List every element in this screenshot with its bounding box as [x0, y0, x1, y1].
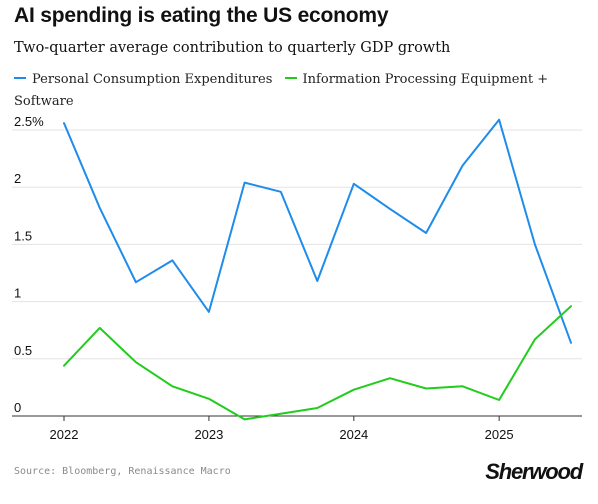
x-tick-label: 2025: [485, 427, 514, 442]
y-tick-label: 1.5: [14, 228, 32, 243]
series-line-pce: [63, 118, 572, 344]
x-tick-label: 2023: [194, 427, 223, 442]
y-axis-ticks: 0 0.5 1 1.5 2 2.5%: [14, 114, 44, 415]
y-tick-label: 2.5%: [14, 114, 44, 129]
y-tick-label: 2: [14, 171, 21, 186]
x-tick-label: 2024: [339, 427, 368, 442]
chart-subtitle: Two-quarter average contribution to quar…: [14, 40, 451, 56]
y-tick-label: 1: [14, 286, 21, 301]
legend-swatch-pce: [14, 76, 26, 79]
y-tick-label: 0: [14, 400, 21, 415]
legend: Personal Consumption Expenditures Inform…: [14, 69, 584, 113]
x-axis-ticks: 2022 2023 2024 2025: [50, 416, 514, 442]
gridlines: [12, 129, 582, 417]
chart-title: AI spending is eating the US economy: [14, 4, 389, 27]
series-line-ipe: [63, 305, 572, 421]
brand-logo: Sherwood: [485, 459, 583, 484]
legend-swatch-ipe: [284, 76, 297, 79]
legend-label-ipe: Information Processing Equipment + Softw…: [14, 72, 549, 109]
legend-label-pce: Personal Consumption Expenditures: [32, 72, 273, 87]
x-tick-label: 2022: [50, 427, 79, 442]
legend-item-ipe: Information Processing Equipment + Softw…: [14, 72, 548, 109]
y-tick-label: 0.5: [14, 343, 32, 358]
legend-item-pce: Personal Consumption Expenditures: [14, 72, 272, 87]
series-lines: [63, 118, 572, 421]
source-note: Source: Bloomberg, Renaissance Macro: [14, 466, 231, 477]
